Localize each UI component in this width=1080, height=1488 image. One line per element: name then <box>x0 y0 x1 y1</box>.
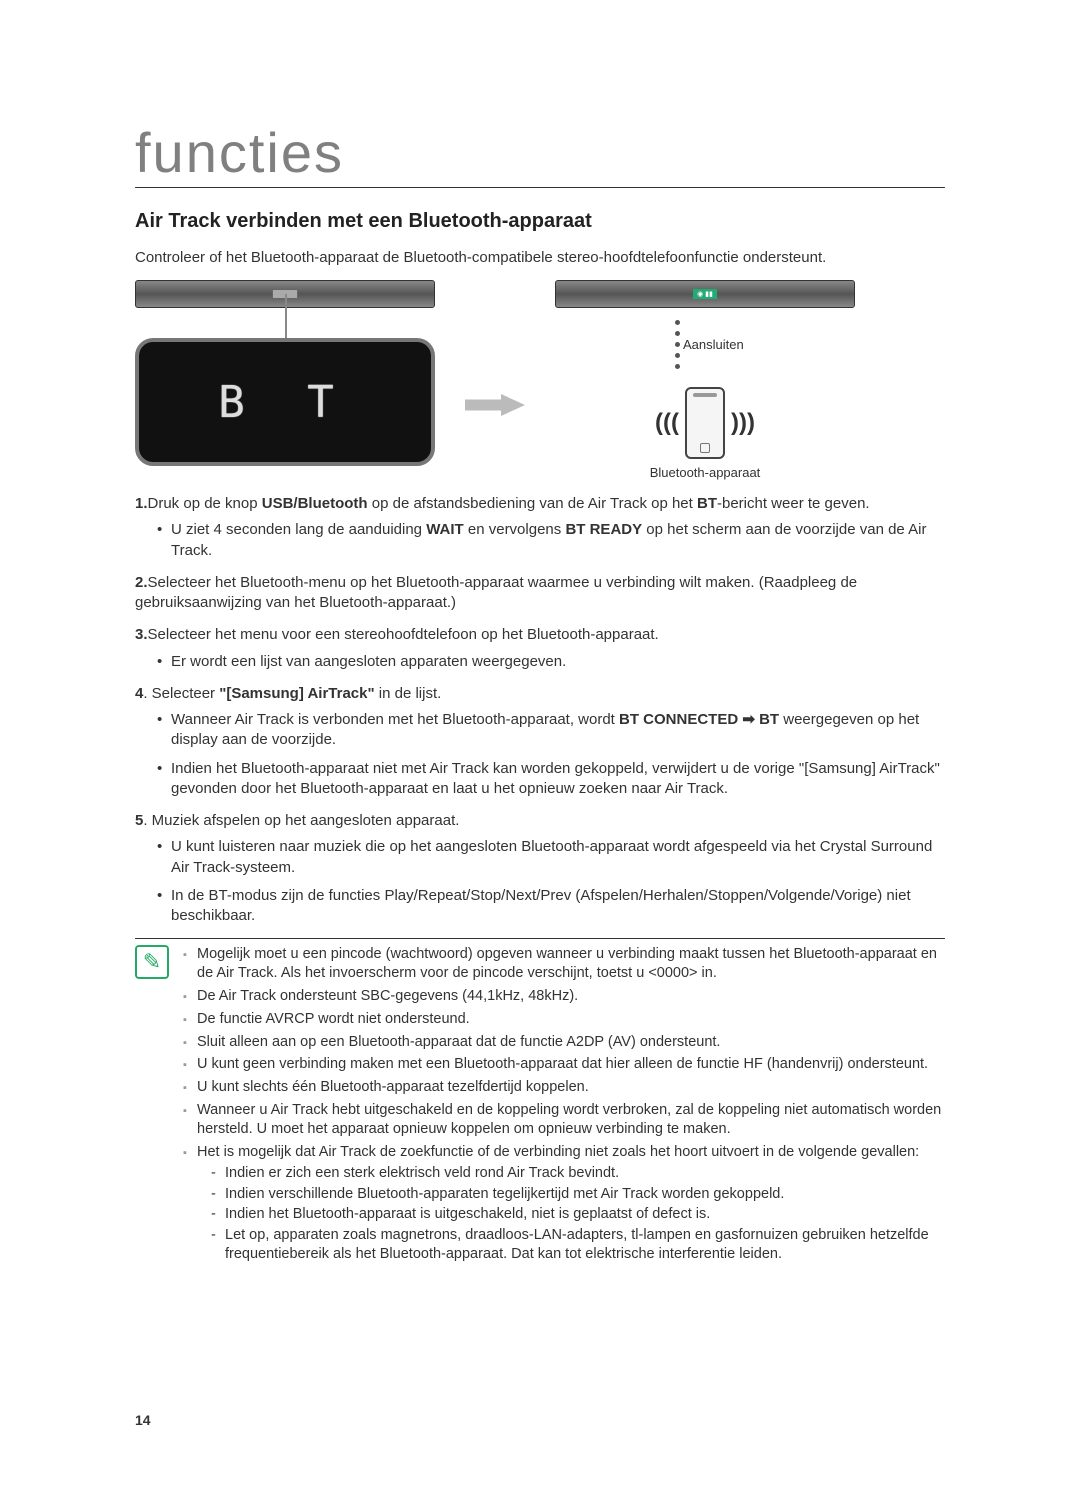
device-caption: Bluetooth-apparaat <box>555 465 855 480</box>
step-1-sub: U ziet 4 seconden lang de aanduiding WAI… <box>157 520 945 561</box>
note-item: Wanneer u Air Track hebt uitgeschakeld e… <box>183 1101 945 1139</box>
note-item: Het is mogelijk dat Air Track de zoekfun… <box>183 1143 945 1264</box>
note-item: U kunt geen verbinding maken met een Blu… <box>183 1055 945 1074</box>
display-box: B T <box>135 338 435 466</box>
steps-list: 1.Druk op de knop USB/Bluetooth op de af… <box>135 494 945 926</box>
note-block: ✎ Mogelijk moet u een pincode (wachtwoor… <box>135 945 945 1268</box>
soundbar-illustration: ◉ ▮▮ <box>555 280 855 308</box>
step-4-sub: Wanneer Air Track is verbonden met het B… <box>157 710 945 751</box>
step-5-sub: U kunt luisteren naar muziek die op het … <box>157 837 945 878</box>
note-item: U kunt slechts één Bluetooth-apparaat te… <box>183 1078 945 1097</box>
step-2: 2.Selecteer het Bluetooth-menu op het Bl… <box>135 573 945 614</box>
note-icon: ✎ <box>135 945 169 979</box>
step-4-sub: Indien het Bluetooth-apparaat niet met A… <box>157 759 945 800</box>
note-subitem: Indien het Bluetooth-apparaat is uitgesc… <box>211 1205 945 1224</box>
step-5: 5. Muziek afspelen op het aangesloten ap… <box>135 811 945 926</box>
arrow-icon <box>465 394 525 416</box>
note-item: De Air Track ondersteunt SBC-gegevens (4… <box>183 987 945 1006</box>
connect-label: Aansluiten <box>683 337 744 352</box>
phone-icon <box>685 387 725 459</box>
step-1: 1.Druk op de knop USB/Bluetooth op de af… <box>135 494 945 561</box>
note-item: De functie AVRCP wordt niet ondersteund. <box>183 1010 945 1029</box>
step-4: 4. Selecteer "[Samsung] AirTrack" in de … <box>135 684 945 799</box>
wave-icon: ((( <box>655 409 679 437</box>
note-item: Sluit alleen aan op een Bluetooth-appara… <box>183 1033 945 1052</box>
connection-diagram: B T ◉ ▮▮ Aansluiten ((( ))) Bluetooth <box>135 280 945 480</box>
section-title: functies <box>135 120 945 188</box>
intro-text: Controleer of het Bluetooth-apparaat de … <box>135 249 945 266</box>
step-5-sub: In de BT-modus zijn de functies Play/Rep… <box>157 886 945 927</box>
note-item: Mogelijk moet u een pincode (wachtwoord)… <box>183 945 945 983</box>
page-subtitle: Air Track verbinden met een Bluetooth-ap… <box>135 210 945 233</box>
note-subitem: Let op, apparaten zoals magnetrons, draa… <box>211 1226 945 1264</box>
wave-icon: ))) <box>731 409 755 437</box>
note-subitem: Indien er zich een sterk elektrisch veld… <box>211 1164 945 1183</box>
note-subitem: Indien verschillende Bluetooth-apparaten… <box>211 1185 945 1204</box>
display-text: B T <box>218 377 351 428</box>
step-3-sub: Er wordt een lijst van aangesloten appar… <box>157 652 945 672</box>
step-3: 3.Selecteer het menu voor een stereohoof… <box>135 625 945 672</box>
page-number: 14 <box>135 1412 151 1428</box>
